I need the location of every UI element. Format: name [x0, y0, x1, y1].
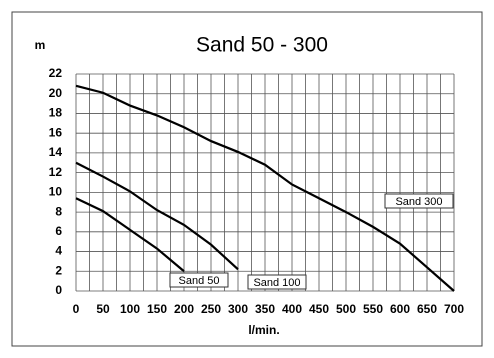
y-tick-label: 2 [55, 263, 62, 277]
series-line [75, 84, 455, 292]
y-tick-label: 8 [55, 204, 62, 218]
x-tick-label: 400 [282, 302, 302, 316]
x-tick-label: 700 [444, 302, 464, 316]
y-tick-label: 0 [55, 283, 62, 297]
x-tick-label: 250 [201, 302, 221, 316]
y-tick-label: 14 [49, 145, 63, 159]
x-axis-label: l/min. [248, 323, 279, 337]
series-line [75, 161, 239, 271]
x-tick-label: 150 [147, 302, 167, 316]
x-tick-label: 600 [390, 302, 410, 316]
x-tick-label: 350 [255, 302, 275, 316]
series-label: Sand 50 [179, 275, 220, 287]
chart-title: Sand 50 - 300 [196, 34, 328, 57]
series-label: Sand 100 [253, 277, 300, 289]
y-tick-label: 20 [49, 86, 63, 100]
y-tick-label: 10 [49, 185, 63, 199]
y-tick-label: 16 [49, 125, 63, 139]
frame [11, 11, 483, 347]
y-tick-label: 12 [49, 165, 63, 179]
series-label-box [384, 193, 454, 209]
x-tick-label: 550 [363, 302, 383, 316]
x-tick-label: 450 [309, 302, 329, 316]
x-tick-label: 200 [174, 302, 194, 316]
x-tick-label: 500 [336, 302, 356, 316]
y-tick-label: 18 [49, 106, 63, 120]
series-label: Sand 300 [395, 196, 442, 208]
x-tick-label: 50 [96, 302, 110, 316]
x-tick-label: 0 [73, 302, 80, 316]
series-label-box [247, 274, 307, 290]
y-tick-label: 22 [49, 66, 63, 80]
series-label-box [169, 272, 229, 288]
x-tick-label: 650 [417, 302, 437, 316]
y-tick-label: 4 [55, 244, 62, 258]
y-axis-label: m [35, 38, 46, 52]
y-tick-label: 6 [55, 224, 62, 238]
series-line [75, 197, 185, 273]
x-tick-label: 100 [120, 302, 140, 316]
x-tick-label: 300 [228, 302, 248, 316]
